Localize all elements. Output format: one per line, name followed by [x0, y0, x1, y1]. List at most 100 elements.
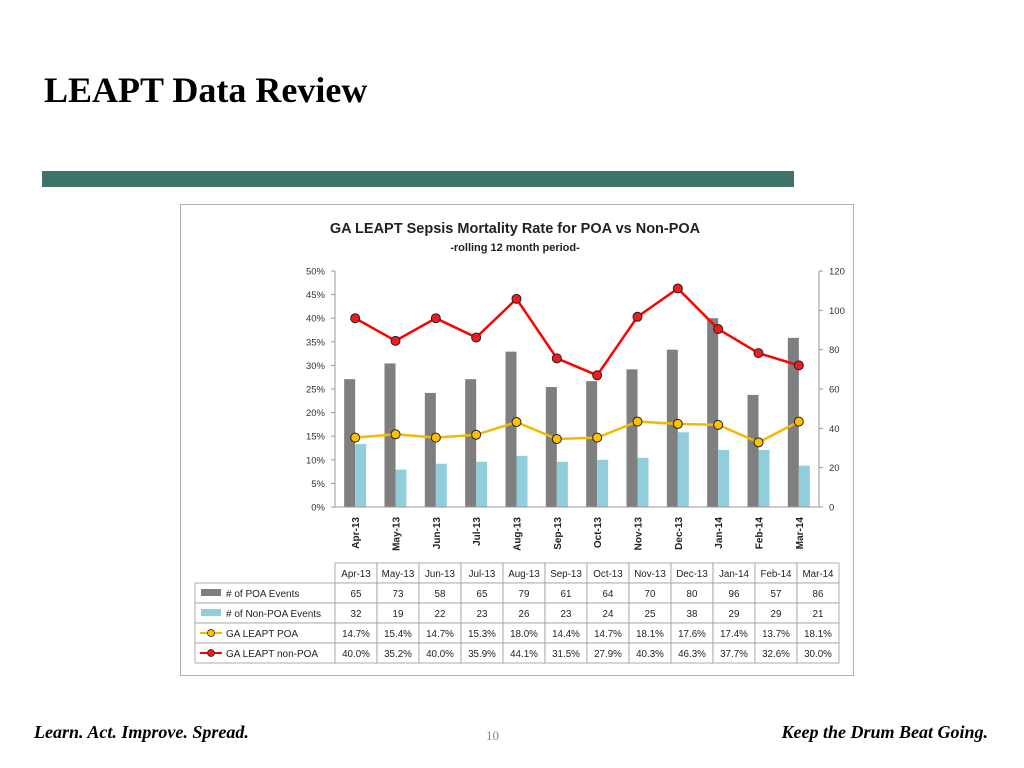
non-poa-rate-marker [793, 360, 804, 371]
table-value: 37.7% [720, 649, 748, 660]
table-series-name: GA LEAPT POA [226, 629, 298, 640]
table-value: 32 [351, 609, 362, 620]
poa-rate-marker [713, 419, 724, 430]
poa-rate-line [355, 420, 800, 444]
right-axis: 0 20 40 60 80 100 120 [818, 267, 845, 514]
table-value: 30.0% [804, 649, 832, 660]
right-tick-label: 0 [829, 503, 834, 514]
data-table: Apr-13 May-13 Jun-13 Jul-13 Aug-13 Sep-13 Oct-… [194, 562, 840, 664]
table-value: 27.9% [594, 649, 622, 660]
x-tick-label: Sep-13 [553, 517, 564, 550]
poa-rate-marker [390, 429, 401, 440]
bar-non-poa-events [556, 461, 568, 507]
table-value: 64 [603, 589, 614, 600]
table-value: 15.3% [468, 629, 496, 640]
table-header-label: Sep-13 [550, 569, 582, 580]
title-divider-bar [42, 171, 794, 187]
table-series-name: GA LEAPT non-POA [226, 649, 318, 660]
bar-poa-events [424, 392, 436, 507]
poa-rate-marker [511, 417, 522, 428]
non-poa-rate-marker [350, 313, 361, 324]
right-tick-label: 40 [829, 424, 840, 435]
poa-rate-marker [430, 432, 441, 443]
right-tick-label: 20 [829, 463, 840, 474]
table-header-label: Jul-13 [469, 569, 496, 580]
legend-key-marker [207, 649, 215, 657]
bar-poa-events [787, 337, 799, 507]
left-tick-label: 30% [306, 361, 326, 372]
table-value: 22 [435, 609, 446, 620]
non-poa-rate-marker [390, 335, 401, 346]
table-value: 23 [561, 609, 572, 620]
table-value: 31.5% [552, 649, 580, 660]
bar-poa-events [586, 381, 598, 507]
left-tick-label: 50% [306, 267, 326, 278]
table-series-name: # of Non-POA Events [226, 609, 321, 620]
bar-poa-events [465, 379, 477, 507]
poa-rate-marker [350, 432, 361, 443]
x-axis-labels: Apr-13 May-13 Jun-13 Jul-13 Aug-13 Sep-13 Oct-… [335, 506, 819, 551]
table-value: 65 [477, 589, 488, 600]
table-value: 86 [813, 589, 824, 600]
non-poa-rate-marker [471, 332, 482, 343]
table-value: 14.7% [594, 629, 622, 640]
x-tick-label: Aug-13 [513, 517, 524, 551]
x-tick-label: May-13 [392, 517, 403, 551]
table-value: 96 [729, 589, 740, 600]
x-tick-label: Oct-13 [593, 517, 604, 549]
slide-title: LEAPT Data Review [44, 70, 368, 110]
bar-non-poa-events [637, 457, 649, 507]
poa-rate-marker [471, 429, 482, 440]
left-tick-label: 10% [306, 455, 326, 466]
bar-non-poa-events [798, 465, 810, 507]
table-series-name: # of POA Events [226, 589, 299, 600]
table-header-label: Apr-13 [341, 569, 371, 580]
table-header-label: May-13 [382, 569, 415, 580]
non-poa-rate-marker [632, 311, 643, 322]
table-value: 14.7% [426, 629, 454, 640]
x-tick-label: Jan-14 [714, 517, 725, 549]
x-tick-label: Jun-13 [432, 517, 443, 550]
table-value: 18.0% [510, 629, 538, 640]
poa-rate-marker [753, 437, 764, 448]
x-tick-label: Apr-13 [351, 517, 362, 549]
legend-key-non-poa-events [201, 609, 221, 616]
bar-non-poa-events [355, 444, 367, 507]
table-value: 65 [351, 589, 362, 600]
non-poa-rate-marker [551, 353, 562, 364]
footer-slogan-left: Learn. Act. Improve. Spread. [34, 722, 249, 742]
bar-poa-events [505, 351, 517, 507]
right-tick-label: 80 [829, 345, 840, 356]
mortality-chart: GA LEAPT Sepsis Mortality Rate for POA v… [194, 221, 845, 664]
chart-subtitle: -rolling 12 month period- [450, 242, 580, 254]
left-tick-label: 0% [311, 503, 325, 514]
table-value-cell [796, 642, 840, 664]
table-value: 17.4% [720, 629, 748, 640]
table-value: 15.4% [384, 629, 412, 640]
table-header-label: Jun-13 [425, 569, 456, 580]
bar-poa-events [666, 349, 678, 507]
bar-non-poa-events [516, 455, 528, 507]
bar-non-poa-events [718, 449, 730, 507]
x-tick-label: Nov-13 [634, 517, 645, 551]
non-poa-rate-marker [753, 348, 764, 359]
footer-slogan-right: Keep the Drum Beat Going. [781, 722, 988, 742]
left-tick-label: 15% [306, 432, 326, 443]
left-tick-label: 25% [306, 385, 326, 396]
table-header-label: Jan-14 [719, 569, 750, 580]
table-value: 29 [771, 609, 782, 620]
line-series [350, 283, 804, 448]
right-tick-label: 120 [829, 267, 845, 278]
bar-series [344, 318, 810, 507]
table-value: 21 [813, 609, 824, 620]
table-value: 70 [645, 589, 656, 600]
left-tick-label: 20% [306, 408, 326, 419]
table-header-label: Dec-13 [676, 569, 708, 580]
poa-rate-marker [632, 416, 643, 427]
x-tick-label: Mar-14 [795, 517, 806, 550]
page-number: 10 [486, 728, 499, 743]
table-value: 25 [645, 609, 656, 620]
x-tick-label: Feb-14 [755, 517, 766, 550]
non-poa-rate-marker [511, 293, 522, 304]
bar-poa-events [747, 394, 759, 507]
